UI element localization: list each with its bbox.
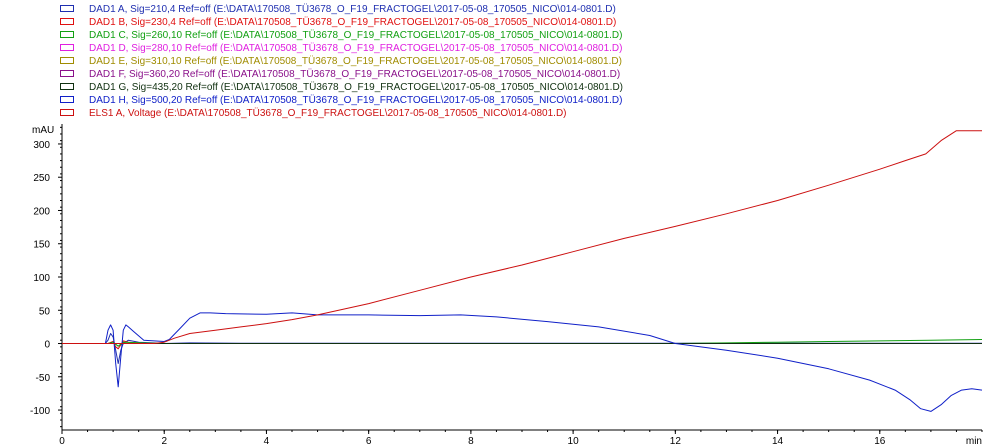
legend-swatch (60, 70, 74, 77)
y-tick-label: 100 (33, 273, 50, 284)
y-axis-label: mAU (32, 125, 54, 136)
x-tick-label: 8 (468, 436, 474, 447)
y-tick-label: 50 (39, 306, 51, 317)
legend-swatch (60, 96, 74, 103)
y-tick-label: 0 (44, 340, 50, 351)
y-tick-label: 150 (33, 240, 50, 251)
legend-swatch (60, 109, 74, 116)
legend-label: DAD1 C, Sig=260,10 Ref=off (E:\DATA\1705… (89, 30, 623, 41)
legend-swatch (60, 57, 74, 64)
y-tick-label: 250 (33, 173, 50, 184)
legend-label: ELS1 A, Voltage (E:\DATA\170508_TÜ3678_O… (89, 108, 567, 119)
x-tick-label: 12 (670, 436, 682, 447)
y-tick-label: -100 (30, 406, 50, 417)
legend-label: DAD1 H, Sig=500,20 Ref=off (E:\DATA\1705… (89, 95, 623, 106)
y-tick-label: -50 (36, 373, 51, 384)
legend-label: DAD1 D, Sig=280,10 Ref=off (E:\DATA\1705… (89, 43, 623, 54)
legend-label: DAD1 G, Sig=435,20 Ref=off (E:\DATA\1705… (89, 82, 624, 93)
series-line (62, 312, 983, 412)
x-tick-label: 10 (568, 436, 580, 447)
x-tick-label: 16 (874, 436, 886, 447)
legend-label: DAD1 A, Sig=210,4 Ref=off (E:\DATA\17050… (89, 4, 616, 15)
legend-label: DAD1 F, Sig=360,20 Ref=off (E:\DATA\1705… (89, 69, 621, 80)
legend-swatch (60, 5, 74, 12)
x-tick-label: 4 (264, 436, 270, 447)
series-line (62, 340, 982, 350)
x-axis-label: min (966, 436, 982, 447)
legend-label: DAD1 B, Sig=230,4 Ref=off (E:\DATA\17050… (89, 17, 617, 28)
x-tick-label: 2 (161, 436, 167, 447)
x-tick-label: 14 (772, 436, 784, 447)
legend-swatch (60, 31, 74, 38)
x-tick-label: 0 (59, 436, 65, 447)
legend: DAD1 A, Sig=210,4 Ref=off (E:\DATA\17050… (0, 0, 984, 120)
y-tick-label: 200 (33, 206, 50, 217)
legend-swatch (60, 18, 74, 25)
series-line (62, 333, 982, 364)
legend-swatch (60, 44, 74, 51)
legend-swatch (60, 83, 74, 90)
x-tick-label: 6 (366, 436, 372, 447)
legend-label: DAD1 E, Sig=310,10 Ref=off (E:\DATA\1705… (89, 56, 622, 67)
y-tick-label: 300 (33, 140, 50, 151)
series-line (62, 130, 982, 344)
